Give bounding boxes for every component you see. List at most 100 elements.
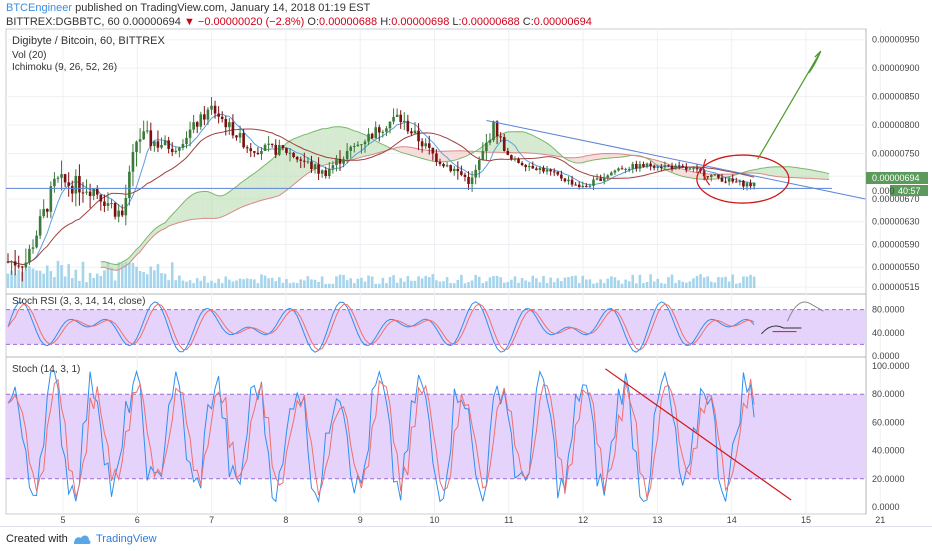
volume-bar [445,277,449,288]
candle-body [188,129,192,138]
ichimoku-cloud-segment [807,169,812,179]
volume-bar [652,281,656,288]
candle-body [85,191,88,193]
ichimoku-cloud-segment [514,131,519,153]
volume-bar [88,272,92,288]
volume-bar [695,275,699,288]
candle-body [577,184,581,187]
candle-body [660,166,663,168]
volume-bar [195,278,199,288]
volume-bar [299,279,303,288]
candle-body [260,150,263,155]
volume-bar [685,282,688,288]
candle-body [745,183,749,187]
volume-bar [81,261,85,288]
volume-bar [274,281,278,288]
volume-bar [278,277,281,288]
ichimoku-cloud-segment [268,159,273,199]
tradingview-brand-link[interactable]: TradingView [96,533,157,545]
author-link[interactable]: BTCEngineer [6,2,73,14]
volume-bar [324,283,328,288]
volume-bar [117,262,120,288]
volume-bar [245,278,249,288]
open-value: 0.00000688 [319,16,378,28]
ichimoku-cloud-segment [254,170,258,203]
candle-body [317,164,320,174]
volume-bar [338,274,342,288]
last-price: 0.00000694 [122,16,181,28]
candle-body [174,150,178,153]
candle-body [627,168,631,170]
symbol-title: Digibyte / Bitcoin, 60, BITTREX [12,35,165,47]
volume-bar [599,279,602,288]
volume-bar [631,274,635,288]
time-tick-label: 13 [652,515,662,525]
volume-bar [549,277,552,288]
volume-bar [449,283,452,288]
candle-body [413,130,417,134]
ichimoku-conversion-line [7,113,755,266]
volume-bar [442,281,445,288]
candle-body [613,170,617,173]
stoch-rsi-projection-grey [786,301,824,322]
chart-canvas[interactable]: 5 6 7 8 9 10 11 12 13 14 15 21 0.00000950 0.00000900 0… [0,0,932,526]
volume-bar [292,282,295,288]
candle-body [235,135,238,138]
candle-body [631,163,635,169]
volume-bar [281,282,285,288]
volume-bar [538,282,542,288]
volume-bar [145,274,149,288]
candle-body [310,161,313,170]
candle-body [120,210,124,216]
ohlc-line: BITTREX:DGBBTC, 60 0.00000694 ▼ −0.00000… [6,16,592,28]
candle-body [463,174,467,177]
ichimoku-cloud-segment [368,137,373,156]
volume-bar [731,274,735,288]
volume-bar [477,276,481,288]
volume-bar [717,277,720,288]
volume-bar [352,283,356,288]
volume-bar [363,281,367,288]
candle-body [220,116,224,120]
time-tick-label: 8 [283,515,288,525]
ichimoku-cloud-segment [322,128,326,166]
ichimoku-cloud-segment [179,203,183,223]
close-label: C: [522,16,534,28]
candle-body [574,184,577,186]
candle-body [117,210,120,217]
ichimoku-cloud-segment [518,131,523,153]
volume-bar [224,276,228,288]
candle-body [170,148,174,153]
volume-bar [499,277,502,288]
close-value: 0.00000694 [533,16,592,28]
volume-bar [310,279,313,288]
candle-body [734,181,738,183]
candle-body [738,180,742,183]
stoch-rsi-tick-label: 0.0000 [872,351,900,361]
volume-bar [699,274,702,288]
volume-bar [392,275,395,288]
volume-bar [167,280,170,288]
price-tick-partial: 0.000 [872,186,895,196]
volume-bar [42,273,46,288]
candle-body [274,144,278,155]
candle-body [56,177,60,179]
volume-bar [724,276,727,288]
candle-body [10,261,13,263]
ichimoku-cloud-segment [457,150,462,160]
candle-body [292,152,295,157]
volume-bar [399,278,403,288]
ichimoku-cloud-segment [818,171,822,180]
ichimoku-cloud-segment [161,222,166,231]
candle-body [110,203,113,205]
candle-body [620,168,624,170]
volume-bar [624,279,627,288]
ichimoku-cloud-segment [479,146,483,152]
candle-body [206,109,210,120]
candle-body [210,105,213,110]
candle-body [103,201,106,206]
volume-bar [452,283,456,288]
candle-body [363,141,367,145]
candle-body [638,164,642,169]
candle-body [470,177,474,184]
